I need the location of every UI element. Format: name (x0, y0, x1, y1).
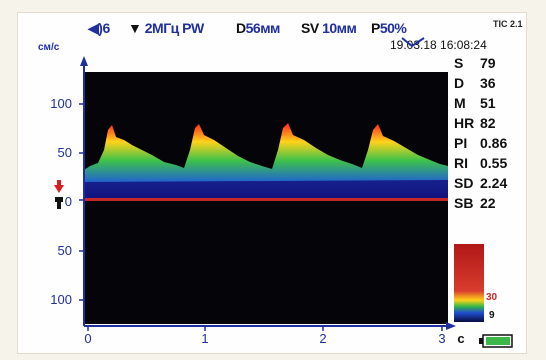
measurement-sd: SD 2.24 (454, 175, 507, 191)
measurement-d: D 36 (454, 75, 496, 91)
measurement-value: 2.24 (480, 175, 507, 191)
measurement-label: M (454, 95, 480, 111)
measurement-label: SD (454, 175, 480, 191)
measurement-value: 0.86 (480, 135, 507, 151)
measurement-label: HR (454, 115, 480, 131)
measurement-s: S 79 (454, 55, 496, 71)
measurement-value: 36 (480, 75, 496, 91)
arrow-down-icon (54, 180, 64, 193)
spectrum-low-band (84, 180, 448, 198)
measurement-hr: HR 82 (454, 115, 496, 131)
y-axis-arrow (80, 56, 88, 66)
measurement-label: RI (454, 155, 480, 171)
baseline-line (84, 198, 448, 201)
color-scale-bar (454, 244, 484, 322)
x-axis-arrow (446, 322, 456, 330)
measurement-label: D (454, 75, 480, 91)
measurement-label: S (454, 55, 480, 71)
measurement-pi: PI 0.86 (454, 135, 507, 151)
measurement-value: 0.55 (480, 155, 507, 171)
measurement-value: 51 (480, 95, 496, 111)
measurement-label: PI (454, 135, 480, 151)
measurement-sb: SB 22 (454, 195, 496, 211)
measurement-value: 22 (480, 195, 496, 211)
measurement-value: 79 (480, 55, 496, 71)
scale-bottom-label: 9 (489, 310, 495, 321)
probe-icon (55, 197, 63, 209)
check-icon (402, 38, 424, 46)
measurement-label: SB (454, 195, 480, 211)
measurement-value: 82 (480, 115, 496, 131)
measurement-m: M 51 (454, 95, 496, 111)
scale-top-label: 30 (486, 292, 497, 303)
measurement-ri: RI 0.55 (454, 155, 507, 171)
battery-icon (479, 335, 512, 347)
